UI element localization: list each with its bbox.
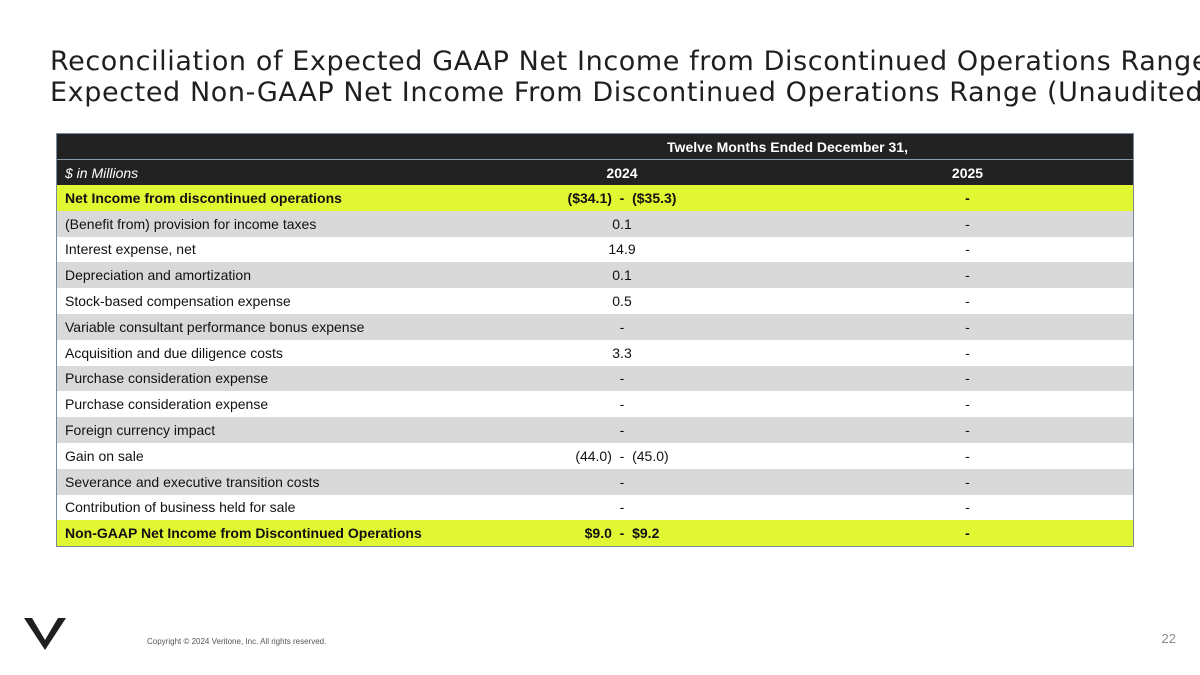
value-2025: - [802, 442, 1134, 469]
row-label: Severance and executive transition costs [57, 468, 442, 495]
slide-title: Reconciliation of Expected GAAP Net Inco… [50, 46, 1200, 108]
row-label: Contribution of business held for sale [57, 494, 442, 521]
veritone-v-logo-icon [24, 618, 66, 650]
table-row: Net Income from discontinued operations … [57, 185, 1134, 211]
value-2024: 0.1 [442, 262, 802, 289]
value-2024: - [442, 468, 802, 495]
table-row: Foreign currency impact - - [57, 417, 1134, 443]
slide-title-line-1: Reconciliation of Expected GAAP Net Inco… [50, 46, 1200, 77]
value-2024: - [442, 494, 802, 521]
row-label: Purchase consideration expense [57, 391, 442, 418]
value-2025: - [802, 288, 1134, 314]
table-row: Depreciation and amortization 0.1 - [57, 262, 1134, 289]
period-header-spacer [57, 134, 442, 160]
row-label: (Benefit from) provision for income taxe… [57, 210, 442, 237]
table-row: Acquisition and due diligence costs 3.3 … [57, 339, 1134, 366]
table-row: Purchase consideration expense - - [57, 391, 1134, 418]
row-label: Non-GAAP Net Income from Discontinued Op… [57, 520, 442, 547]
value-2025: - [802, 494, 1134, 521]
units-label: $ in Millions [57, 159, 442, 185]
table-row: Gain on sale (44.0) - (45.0) - [57, 442, 1134, 469]
row-label: Gain on sale [57, 442, 442, 469]
row-label: Interest expense, net [57, 236, 442, 263]
table-row: Non-GAAP Net Income from Discontinued Op… [57, 520, 1134, 547]
value-2024: - [442, 391, 802, 418]
value-2025: - [802, 365, 1134, 392]
table-row: Interest expense, net 14.9 - [57, 236, 1134, 263]
row-label: Stock-based compensation expense [57, 288, 442, 314]
value-2024: $9.0 - $9.2 [442, 520, 802, 547]
value-2025: - [802, 520, 1134, 547]
period-header-row: Twelve Months Ended December 31, [57, 134, 1134, 160]
value-2024: 0.1 [442, 210, 802, 237]
value-2025: - [802, 468, 1134, 495]
row-label: Purchase consideration expense [57, 365, 442, 392]
row-label: Acquisition and due diligence costs [57, 339, 442, 366]
value-2025: - [802, 417, 1134, 443]
value-2025: - [802, 262, 1134, 289]
page-number: 22 [1161, 631, 1176, 646]
reconciliation-table: Twelve Months Ended December 31, $ in Mi… [57, 134, 1134, 547]
row-label: Variable consultant performance bonus ex… [57, 313, 442, 340]
table-row: Purchase consideration expense - - [57, 365, 1134, 392]
slide-title-line-2: Expected Non-GAAP Net Income From Discon… [50, 77, 1200, 108]
value-2024: (44.0) - (45.0) [442, 442, 802, 469]
value-2024: - [442, 417, 802, 443]
table-row: (Benefit from) provision for income taxe… [57, 210, 1134, 237]
value-2025: - [802, 185, 1134, 211]
row-label: Net Income from discontinued operations [57, 185, 442, 211]
value-2024: - [442, 365, 802, 392]
value-2025: - [802, 210, 1134, 237]
row-label: Foreign currency impact [57, 417, 442, 443]
copyright-text: Copyright © 2024 Veritone, Inc. All righ… [147, 637, 327, 646]
table-row: Stock-based compensation expense 0.5 - [57, 288, 1134, 314]
table-row: Severance and executive transition costs… [57, 468, 1134, 495]
row-label: Depreciation and amortization [57, 262, 442, 289]
year-2025-header: 2025 [802, 159, 1134, 185]
table-row: Contribution of business held for sale -… [57, 494, 1134, 521]
value-2024: ($34.1) - ($35.3) [442, 185, 802, 211]
value-2024: 3.3 [442, 339, 802, 366]
value-2024: 0.5 [442, 288, 802, 314]
value-2025: - [802, 236, 1134, 263]
table-row: Variable consultant performance bonus ex… [57, 313, 1134, 340]
reconciliation-table-container: Twelve Months Ended December 31, $ in Mi… [56, 133, 1134, 548]
value-2025: - [802, 313, 1134, 340]
value-2025: - [802, 391, 1134, 418]
value-2025: - [802, 339, 1134, 366]
year-2024-header: 2024 [442, 159, 802, 185]
column-header-row: $ in Millions 2024 2025 [57, 159, 1134, 185]
value-2024: 14.9 [442, 236, 802, 263]
period-header: Twelve Months Ended December 31, [442, 134, 1134, 160]
value-2024: - [442, 313, 802, 340]
